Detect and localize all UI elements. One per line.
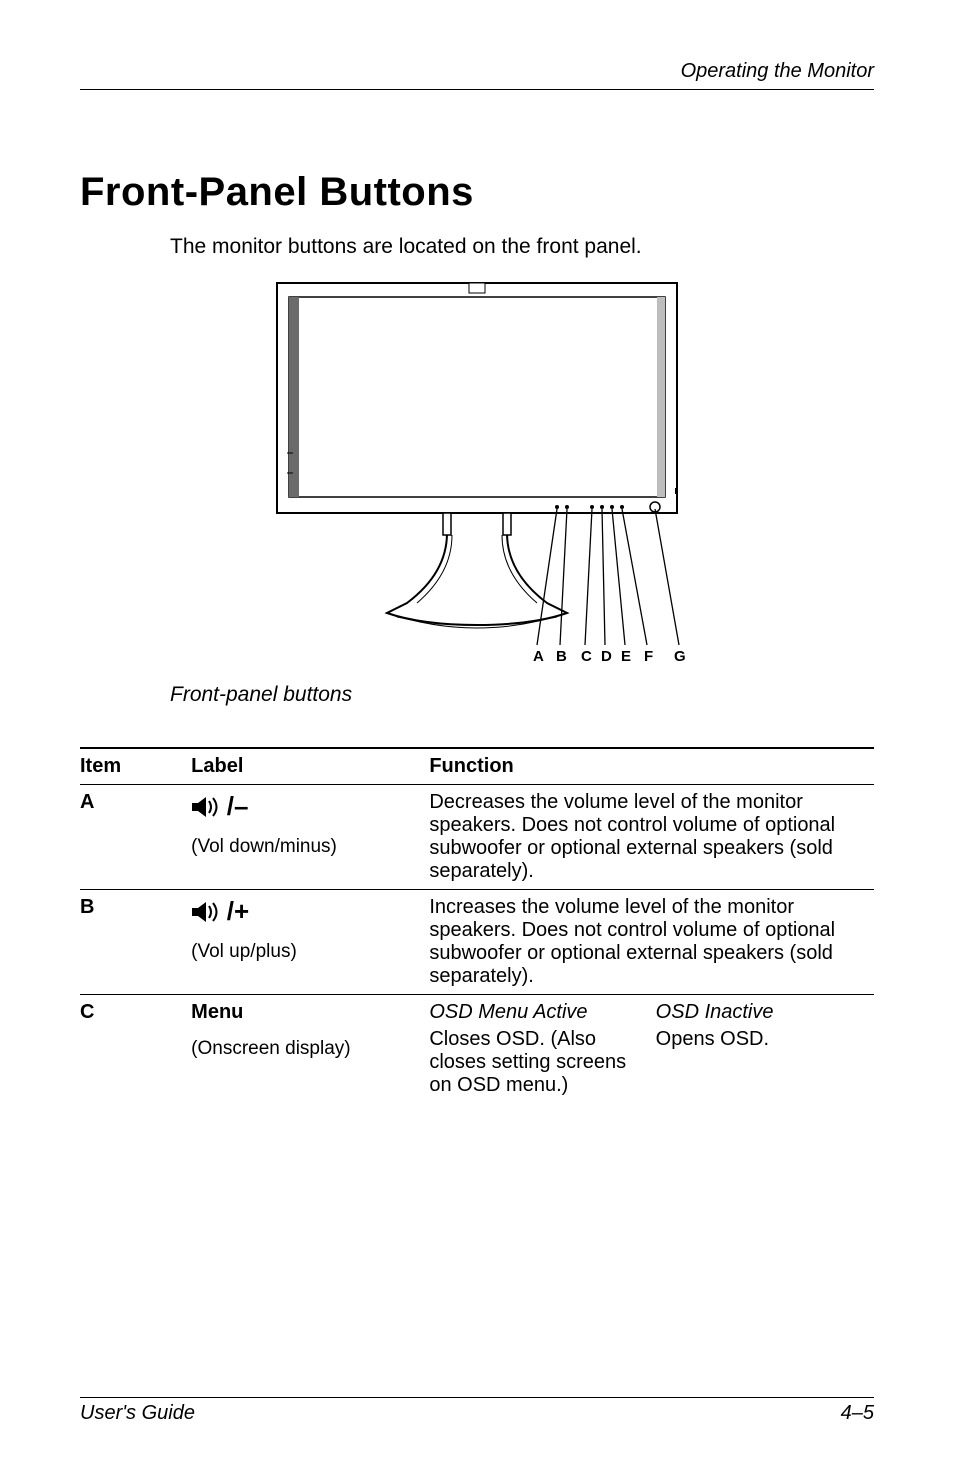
osd-inactive-body: Opens OSD. [656, 1028, 868, 1097]
label-suffix: /+ [227, 896, 249, 927]
osd-active-head: OSD Menu Active [429, 1001, 641, 1024]
table-row: B /+ (Vol up/plus) Increases the volume … [80, 890, 874, 995]
function-b: Increases the volume level of the monito… [429, 890, 874, 995]
header-function: Function [429, 748, 874, 785]
figure-caption: Front-panel buttons [170, 683, 874, 707]
figure: A B C D E F G [80, 273, 874, 673]
label-sub: (Onscreen display) [191, 1038, 423, 1060]
footer-right: 4–5 [841, 1402, 874, 1425]
page-footer: User's Guide 4–5 [80, 1397, 874, 1425]
table-header-row: Item Label Function [80, 748, 874, 785]
label-main-menu: Menu [191, 1001, 423, 1024]
header-label: Label [191, 748, 429, 785]
running-head: Operating the Monitor [80, 60, 874, 83]
label-sub: (Vol up/plus) [191, 941, 423, 963]
label-b: /+ (Vol up/plus) [191, 890, 429, 995]
osd-inactive-head: OSD Inactive [656, 1001, 868, 1024]
label-suffix: /– [227, 791, 249, 822]
item-b: B [80, 890, 191, 995]
item-c: C [80, 995, 191, 1104]
page: Operating the Monitor Front-Panel Button… [0, 0, 954, 1475]
intro-text: The monitor buttons are located on the f… [170, 235, 874, 259]
header-rule [80, 89, 874, 90]
label-a: /– (Vol down/minus) [191, 785, 429, 890]
footer-rule [80, 1397, 874, 1398]
footer-left: User's Guide [80, 1402, 195, 1425]
callout-c: C [581, 648, 592, 665]
monitor-diagram: A B C D E F G [247, 273, 707, 673]
label-sub: (Vol down/minus) [191, 836, 423, 858]
header-item: Item [80, 748, 191, 785]
callout-f: F [644, 648, 653, 665]
callout-e: E [621, 648, 631, 665]
page-title: Front-Panel Buttons [80, 170, 874, 215]
label-c: Menu (Onscreen display) [191, 995, 429, 1104]
item-a: A [80, 785, 191, 890]
functions-table: Item Label Function A /– (Vol down/minus… [80, 747, 874, 1103]
function-c: OSD Menu Active OSD Inactive Closes OSD.… [429, 995, 874, 1104]
table-row: A /– (Vol down/minus) Decreases the volu… [80, 785, 874, 890]
osd-active-body: Closes OSD. (Also closes setting screens… [429, 1028, 641, 1097]
speaker-icon [191, 795, 227, 817]
callout-a: A [533, 648, 544, 665]
callout-b: B [556, 648, 567, 665]
speaker-icon [191, 900, 227, 922]
callout-g: G [674, 648, 686, 665]
callout-d: D [601, 648, 612, 665]
function-a: Decreases the volume level of the monito… [429, 785, 874, 890]
table-row: C Menu (Onscreen display) OSD Menu Activ… [80, 995, 874, 1104]
